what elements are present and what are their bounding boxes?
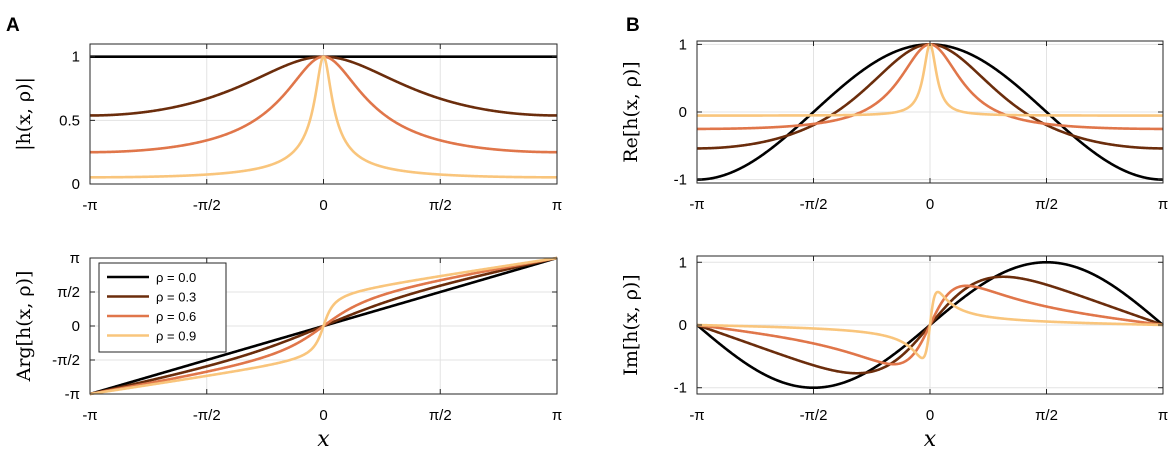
x-tick-label: -π/2 bbox=[800, 196, 828, 213]
x-tick-label: -π bbox=[82, 197, 97, 214]
panel-letter-a: A bbox=[6, 15, 20, 36]
y-tick-label: 0 bbox=[679, 317, 687, 334]
x-tick-label: 0 bbox=[319, 197, 327, 214]
y-tick-label: -1 bbox=[674, 172, 687, 189]
plot-argument: -π -π/2 0 π/2 π -π -π/2 0 π/2 π Arg[h(x, ρ)] x ρ = 0… bbox=[13, 250, 562, 451]
y-tick-label: -1 bbox=[674, 380, 687, 397]
panel-letter-b: B bbox=[626, 15, 640, 36]
x-tick-label: π/2 bbox=[1035, 407, 1058, 424]
series-line-rho-0-9 bbox=[89, 256, 558, 396]
y-axis-label: Im[h(x, ρ)] bbox=[620, 274, 642, 375]
x-tick-label: π bbox=[1158, 196, 1168, 213]
x-tick-label: π/2 bbox=[1035, 196, 1058, 213]
plot-real-part: -π -π/2 0 π/2 π -1 0 1 Re[h(x, ρ)] bbox=[620, 36, 1168, 213]
x-tick-label: -π bbox=[689, 407, 704, 424]
y-tick-label: 0 bbox=[72, 318, 80, 335]
x-tick-label: π bbox=[552, 407, 562, 424]
y-axis-label: Re[h(x, ρ)] bbox=[620, 61, 642, 162]
x-tick-label: 0 bbox=[926, 407, 934, 424]
y-axis-label: |h(x, ρ)| bbox=[13, 77, 35, 151]
x-axis-label: x bbox=[317, 427, 330, 451]
y-tick-label: π/2 bbox=[57, 284, 80, 301]
x-tick-label: π bbox=[1158, 407, 1168, 424]
x-tick-label: 0 bbox=[926, 196, 934, 213]
plot-magnitude: -π -π/2 0 π/2 π 0 0.5 1 |h(x, ρ)| bbox=[13, 43, 562, 214]
legend-entry: ρ = 0.6 bbox=[156, 309, 196, 324]
x-tick-label: π/2 bbox=[429, 407, 452, 424]
x-tick-label: -π/2 bbox=[193, 197, 221, 214]
legend-entry: ρ = 0.0 bbox=[156, 270, 196, 285]
y-tick-label: 0.5 bbox=[59, 112, 80, 129]
plot-imaginary-part: -π -π/2 0 π/2 π -1 0 1 Im[h(x, ρ)] x bbox=[620, 254, 1168, 451]
x-tick-label: -π bbox=[689, 196, 704, 213]
series-line-rho-0-9 bbox=[89, 55, 558, 179]
y-tick-label: -π bbox=[65, 386, 80, 403]
y-tick-label: π bbox=[70, 250, 80, 267]
x-tick-label: π bbox=[552, 197, 562, 214]
x-axis-label: x bbox=[924, 427, 937, 451]
legend: ρ = 0.0 ρ = 0.3 ρ = 0.6 ρ = 0.9 bbox=[98, 262, 227, 353]
y-tick-label: 0 bbox=[72, 176, 80, 193]
legend-entry: ρ = 0.9 bbox=[156, 329, 196, 344]
y-tick-label: 0 bbox=[679, 104, 687, 121]
x-tick-label: -π/2 bbox=[193, 407, 221, 424]
y-tick-label: 1 bbox=[679, 254, 687, 271]
y-tick-label: 1 bbox=[72, 49, 80, 66]
series-line-rho-0-9 bbox=[696, 290, 1164, 360]
y-axis-label: Arg[h(x, ρ)] bbox=[13, 271, 35, 383]
legend-entry: ρ = 0.3 bbox=[156, 290, 196, 305]
x-tick-label: -π/2 bbox=[800, 407, 828, 424]
x-tick-label: -π bbox=[82, 407, 97, 424]
y-tick-label: -π/2 bbox=[52, 352, 80, 369]
x-tick-label: π/2 bbox=[429, 197, 452, 214]
y-tick-label: 1 bbox=[679, 36, 687, 53]
x-tick-label: 0 bbox=[319, 407, 327, 424]
